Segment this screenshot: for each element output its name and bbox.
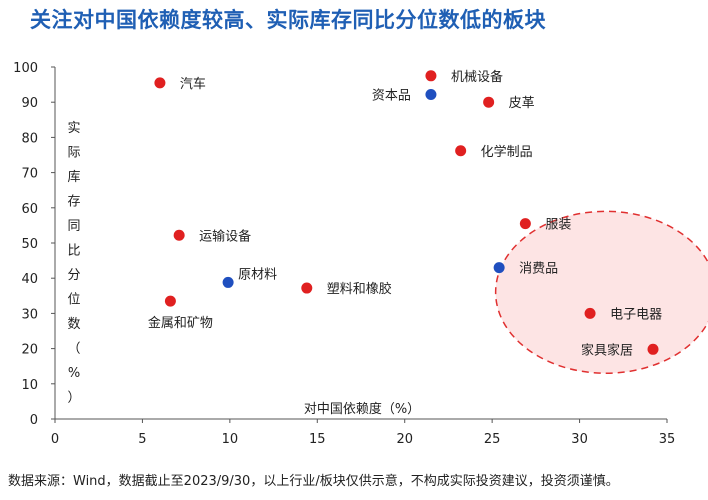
point-label: 运输设备 xyxy=(199,228,251,244)
x-tick-label: 30 xyxy=(571,432,588,447)
data-point xyxy=(584,307,596,319)
x-tick-label: 15 xyxy=(309,432,326,447)
point-label: 金属和矿物 xyxy=(148,315,213,331)
y-axis-title: 实际库存同比分位数（%） xyxy=(67,121,80,406)
data-point xyxy=(301,282,313,294)
y-axis-title-text: 实际库存同比分位数（%） xyxy=(67,121,80,406)
y-tick-label: 30 xyxy=(21,307,38,322)
x-tick-label: 25 xyxy=(484,432,501,447)
highlight-region-layer xyxy=(494,210,708,374)
x-tick-label: 20 xyxy=(396,432,413,447)
y-tick-label: 70 xyxy=(21,167,38,182)
data-point xyxy=(425,88,437,100)
point-label: 化学制品 xyxy=(481,144,533,160)
point-label: 电子电器 xyxy=(610,307,662,322)
data-point xyxy=(455,145,467,157)
x-tick-label: 10 xyxy=(222,432,239,447)
point-label: 家具家居 xyxy=(581,342,633,358)
data-point xyxy=(425,70,437,82)
x-tick-label: 5 xyxy=(138,432,146,447)
y-tick-label: 80 xyxy=(21,131,38,146)
y-tick-label: 60 xyxy=(21,202,38,217)
data-point xyxy=(483,96,495,108)
chart-title: 关注对中国依赖度较高、实际库存同比分位数低的板块 xyxy=(30,8,546,32)
axes-layer: 0 5 10 15 20 25 30 35 0 10 20 30 40 50 60 70 80 90 100 xyxy=(13,61,675,447)
y-tick-label: 40 xyxy=(21,272,38,287)
data-point xyxy=(493,262,505,274)
points-layer xyxy=(154,70,659,355)
point-label: 塑料和橡胶 xyxy=(327,281,392,297)
point-label: 机械设备 xyxy=(451,69,503,85)
y-tick-label: 50 xyxy=(21,237,38,252)
y-tick-label: 90 xyxy=(21,96,38,111)
x-axis-title: 对中国依赖度（%） xyxy=(304,401,420,417)
x-tick-label: 35 xyxy=(659,432,676,447)
data-point xyxy=(519,218,531,230)
point-label: 汽车 xyxy=(180,76,206,92)
y-tick-label: 100 xyxy=(13,61,38,76)
point-label: 消费品 xyxy=(519,262,558,277)
footnote: 数据来源：Wind，数据截止至2023/9/30，以上行业/板块仅供示意，不构成… xyxy=(8,474,619,489)
highlight-circle xyxy=(494,210,708,374)
data-point xyxy=(164,295,176,307)
data-point xyxy=(154,77,166,89)
x-tick-label: 0 xyxy=(51,432,59,447)
point-label: 皮革 xyxy=(509,96,535,111)
data-point xyxy=(173,229,185,241)
data-point xyxy=(647,343,659,355)
point-label: 资本品 xyxy=(372,88,411,103)
y-tick-label: 0 xyxy=(30,413,38,428)
data-point xyxy=(222,276,234,288)
point-label: 原材料 xyxy=(238,267,277,282)
y-tick-label: 20 xyxy=(21,343,38,358)
point-label: 服装 xyxy=(545,218,571,233)
y-tick-label: 10 xyxy=(21,378,38,393)
